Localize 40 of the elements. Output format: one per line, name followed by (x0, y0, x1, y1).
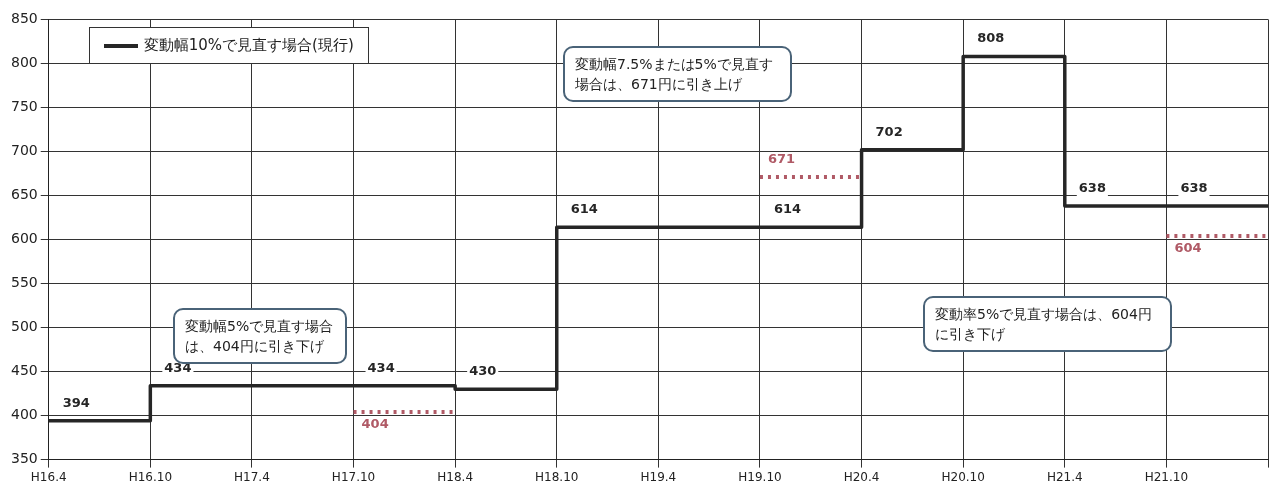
x-tick-label: H20.10 (941, 469, 985, 484)
annotation: 変動幅7.5%または5%で見直す場合は、671円に引き上げ (563, 46, 792, 102)
data-label: 434 (164, 359, 192, 375)
x-tick-label: H16.4 (30, 469, 67, 484)
x-tick-label: H18.10 (535, 469, 579, 484)
data-label: 702 (875, 123, 903, 139)
x-tick-label: H17.10 (331, 469, 376, 484)
y-tick-label: 350 (10, 450, 38, 467)
y-tick-label: 700 (10, 142, 38, 159)
data-label: 404 (361, 415, 389, 431)
x-tick-label: H18.4 (437, 469, 474, 484)
y-tick-label: 500 (10, 318, 38, 335)
x-tick-label: H17.4 (234, 469, 270, 484)
data-label: 808 (977, 30, 1005, 46)
data-label: 671 (767, 150, 796, 166)
annotation: 変動率5%で見直す場合は、604円に引き下げ (923, 296, 1172, 352)
data-label: 604 (1174, 239, 1202, 255)
x-tick-label: H20.4 (843, 469, 880, 484)
data-label: 614 (773, 201, 802, 217)
data-label: 394 (62, 394, 90, 410)
data-label: 638 (1180, 179, 1208, 195)
data-label: 614 (570, 201, 598, 217)
y-tick-label: 600 (10, 230, 38, 247)
legend-label: 変動幅10%で見直す場合(現行) (143, 36, 354, 56)
data-label: 430 (469, 363, 497, 379)
y-tick-label: 850 (10, 10, 38, 27)
y-tick-label: 450 (10, 362, 38, 379)
data-label: 638 (1078, 179, 1106, 195)
x-tick-label: H21.10 (1144, 469, 1189, 484)
annotation: 変動幅5%で見直す場合は、404円に引き下げ (185, 318, 334, 354)
y-tick-label: 800 (10, 54, 38, 71)
x-tick-label: H19.4 (640, 469, 677, 484)
x-tick-label: H19.10 (738, 469, 782, 484)
y-tick-label: 750 (10, 98, 38, 115)
y-tick-label: 550 (10, 274, 38, 291)
data-label: 434 (367, 359, 395, 375)
x-tick-label: H21.4 (1046, 469, 1083, 484)
y-tick-label: 400 (10, 406, 38, 423)
y-tick-label: 650 (10, 186, 38, 203)
x-tick-label: H16.10 (128, 469, 173, 484)
